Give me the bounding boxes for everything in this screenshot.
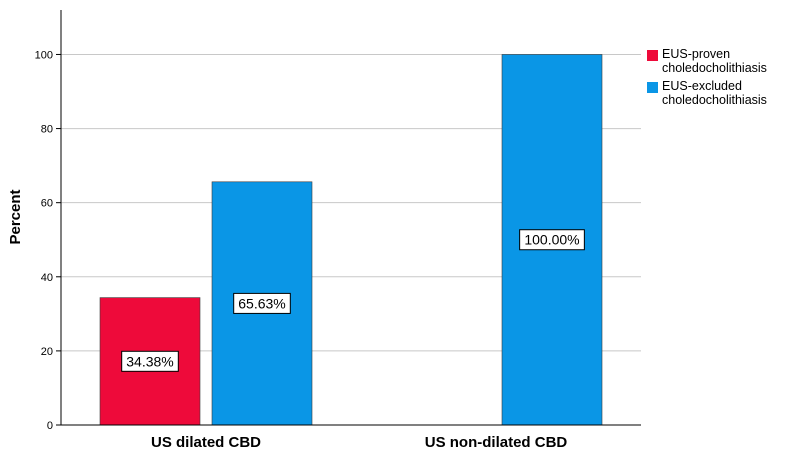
y-tick-label: 40 [41, 272, 53, 284]
category-label: US non-dilated CBD [425, 434, 568, 451]
data-labels: 34.38% 65.63% 100.00% [121, 229, 585, 372]
y-tick-label: 20 [41, 346, 53, 358]
legend-label: EUS-excluded [662, 79, 742, 93]
legend: EUS-provencholedocholithiasisEUS-exclude… [647, 47, 767, 107]
category-label: US dilated CBD [151, 434, 261, 451]
data-label-box [121, 350, 179, 372]
y-tick-label: 100 [35, 49, 53, 61]
data-label: 65.63% [238, 295, 285, 311]
y-tick-label: 60 [41, 198, 53, 210]
y-tick-label: 80 [41, 124, 53, 136]
legend-swatch [647, 82, 658, 93]
legend-swatch [647, 50, 658, 61]
data-label: 100.00% [524, 232, 579, 248]
legend-label: choledocholithiasis [662, 61, 767, 75]
y-axis-title: Percent [7, 189, 24, 244]
category-labels: US dilated CBD US non-dilated CBD [151, 434, 567, 451]
y-ticks: 0 20 40 60 80 100 [35, 49, 61, 432]
legend-label: EUS-proven [662, 47, 730, 61]
legend-label: choledocholithiasis [662, 93, 767, 107]
data-label: 34.38% [126, 353, 173, 369]
data-label-box [233, 292, 291, 314]
axes [60, 10, 641, 426]
y-tick-label: 0 [47, 420, 53, 432]
data-label-box [519, 229, 585, 251]
